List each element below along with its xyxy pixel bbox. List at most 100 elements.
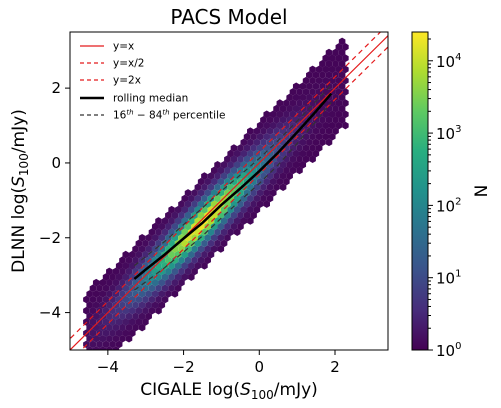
hexbin-cell	[240, 149, 248, 158]
hexbin-cell	[161, 228, 169, 236]
hexbin-cell	[302, 88, 310, 96]
hexbin-cell	[220, 161, 228, 169]
hexbin-cell	[122, 250, 130, 259]
plot-frame	[69, 31, 389, 351]
hexbin-cell	[273, 183, 280, 192]
hexbin-cell	[155, 228, 162, 236]
hexbin-cell	[92, 290, 100, 298]
hexbin-cell	[286, 93, 293, 102]
hexbin-cell	[125, 323, 133, 332]
hexbin-cell	[302, 144, 310, 152]
hexbin-cell	[210, 233, 218, 242]
x-tick-label: 0	[255, 358, 265, 376]
hexbin-cell	[220, 217, 228, 225]
hexbin-cell	[102, 340, 110, 349]
hexbin-cell	[338, 37, 346, 46]
hexbin-cell	[243, 200, 251, 208]
legend-label-y=2x: y=2x	[113, 75, 141, 87]
hexbin-cell	[260, 116, 267, 124]
hexbin-cell	[148, 284, 156, 293]
hexbin-cell	[207, 183, 215, 192]
hexbin-cell	[197, 211, 205, 220]
y-tick-label: 2	[51, 79, 61, 97]
hexbin-cell	[253, 183, 261, 192]
hexbin-cell	[266, 127, 274, 135]
hexbin-cell	[283, 110, 290, 119]
hexbin-cell	[161, 284, 169, 293]
hexbin-cell	[283, 166, 290, 175]
hexbin-cell	[204, 233, 211, 242]
hexbin-cell	[135, 306, 143, 315]
hexbin-cell	[335, 99, 343, 107]
hexbin-cell	[253, 205, 261, 214]
hexbin-cell	[230, 222, 238, 231]
x-axis-label: CIGALE log(S100/mJy)	[140, 380, 318, 402]
hexbin-cell	[201, 262, 208, 270]
hexbin-cell	[233, 228, 241, 236]
x-tick-label: −2	[173, 358, 195, 376]
hexbin-cell	[184, 245, 192, 253]
hexbin-cell	[106, 334, 113, 343]
hexbin-cell	[135, 295, 143, 304]
hexbin-cell	[188, 205, 195, 214]
hexbin-cell	[165, 211, 172, 220]
hexbin-cell	[142, 250, 149, 259]
hexbin-cell	[99, 323, 107, 332]
hexbin-cell	[135, 284, 143, 293]
hexbin-cell	[178, 211, 185, 220]
hexbin-cell	[178, 200, 185, 208]
hexbin-cell	[237, 144, 244, 152]
hexbin-cell	[115, 284, 123, 293]
hexbin-cell	[132, 312, 139, 321]
hexbin-cell	[122, 262, 130, 270]
hexbin-cell	[184, 267, 192, 276]
colorbar-tick-label: 102	[436, 196, 461, 215]
hexbin-cell	[197, 256, 205, 264]
hexbin-cell	[220, 239, 228, 248]
hexbin-cell	[292, 104, 300, 113]
hexbin-cell	[165, 267, 172, 276]
reference-line-y=x/2	[80, 46, 388, 350]
hexbin-cell	[329, 121, 336, 130]
hexbin-cell	[224, 233, 231, 242]
hexbin-cell	[332, 71, 339, 79]
hexbin-cell	[197, 177, 205, 186]
hexbin-cell	[148, 239, 156, 248]
hexbin-cell	[83, 295, 90, 304]
hexbin-cell	[102, 318, 110, 326]
hexbin-cell	[165, 222, 172, 231]
hexbin-cell	[165, 278, 172, 287]
hexbin-cell	[168, 217, 175, 225]
hexbin-cell	[99, 346, 107, 350]
hexbin-cell	[151, 222, 159, 231]
hexbin-cell	[115, 306, 123, 315]
hexbin-cell	[256, 189, 264, 197]
hexbin-cell	[119, 312, 126, 321]
hexbin-cell	[96, 284, 103, 293]
hexbin-cell	[279, 116, 287, 124]
hexbin-cell	[260, 149, 267, 158]
hexbin-cell	[112, 278, 120, 287]
hexbin-cell	[233, 172, 241, 180]
hexbin-cell	[174, 205, 182, 214]
colorbar-gradient	[411, 31, 429, 351]
hexbin-cell	[289, 155, 297, 163]
hexbin-cell	[220, 228, 228, 236]
hexbin-cell	[197, 245, 205, 253]
hexbin-cell	[329, 110, 336, 119]
hexbin-cell	[184, 189, 192, 197]
hexbin-cell	[161, 262, 169, 270]
line-layer	[70, 32, 388, 350]
hexbin-cell	[286, 172, 293, 180]
hexbin-cell	[302, 99, 310, 107]
hexbin-cell	[276, 121, 284, 130]
hexbin-cell	[217, 177, 225, 186]
hexbin-cell	[266, 138, 274, 147]
hexbin-cell	[269, 189, 277, 197]
hexbin-cell	[260, 127, 267, 135]
hexbin-cell	[168, 250, 175, 259]
hexbin-cell	[122, 306, 130, 315]
hexbin-cell	[338, 71, 346, 79]
hexbin-cell	[125, 312, 133, 321]
